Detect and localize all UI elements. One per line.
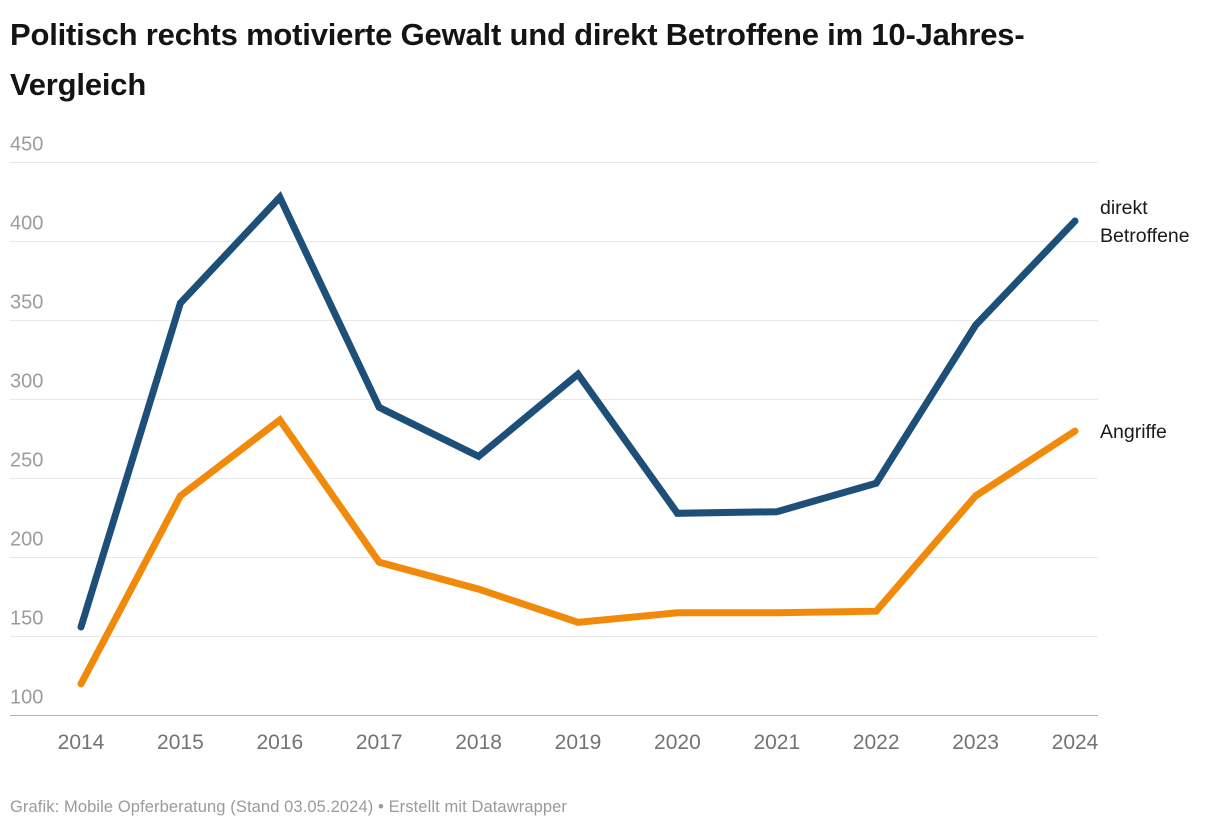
- series-line-direkt-betroffene: [77, 191, 1079, 631]
- x-axis-tick-label: 2018: [455, 731, 502, 754]
- series-lines-group: [77, 191, 1079, 688]
- gridlines-group: [10, 162, 1098, 716]
- y-axis-tick-label: 400: [10, 213, 43, 235]
- series-line-angriffe: [77, 415, 1079, 688]
- series-label-direkt-betroffene: direkt: [1100, 197, 1148, 219]
- chart-title: Politisch rechts motivierte Gewalt und d…: [10, 17, 1025, 102]
- x-axis-tick-label: 2014: [58, 731, 105, 754]
- y-axis-tick-label: 300: [10, 371, 43, 393]
- series-label-direkt-betroffene: Betroffene: [1100, 225, 1190, 247]
- y-axis-tick-label: 200: [10, 529, 43, 551]
- y-axis-tick-label: 450: [10, 134, 43, 156]
- x-axis-tick-label: 2015: [157, 731, 204, 754]
- x-axis-tick-label: 2016: [256, 731, 303, 754]
- x-axis-labels-group: 2014 2015 2016 2017 2018 2019 2020 2021 2022 2023…: [58, 731, 1099, 754]
- x-axis-tick-label: 2024: [1052, 731, 1099, 754]
- y-axis-tick-label: 350: [10, 292, 43, 314]
- x-axis-tick-label: 2021: [753, 731, 800, 754]
- y-axis-tick-label: 150: [10, 608, 43, 630]
- x-axis-tick-label: 2019: [555, 731, 602, 754]
- x-axis-tick-label: 2017: [356, 731, 403, 754]
- y-axis-labels-group: 100 150 200 250 300 350 400 450: [10, 134, 43, 709]
- series-label-angriffe: Angriffe: [1100, 421, 1167, 443]
- y-axis-tick-label: 100: [10, 687, 43, 709]
- series-end-labels-group: direkt Betroffene Angriffe: [1100, 197, 1190, 443]
- attribution-footer: Grafik: Mobile Opferberatung (Stand 03.0…: [10, 798, 568, 816]
- x-axis-tick-label: 2022: [853, 731, 900, 754]
- y-axis-tick-label: 250: [10, 450, 43, 472]
- x-axis-tick-label: 2023: [952, 731, 999, 754]
- x-axis-tick-label: 2020: [654, 731, 701, 754]
- chart-area: 100 150 200 250 300 350 400 450 2014 2015 2016 201…: [0, 125, 1220, 785]
